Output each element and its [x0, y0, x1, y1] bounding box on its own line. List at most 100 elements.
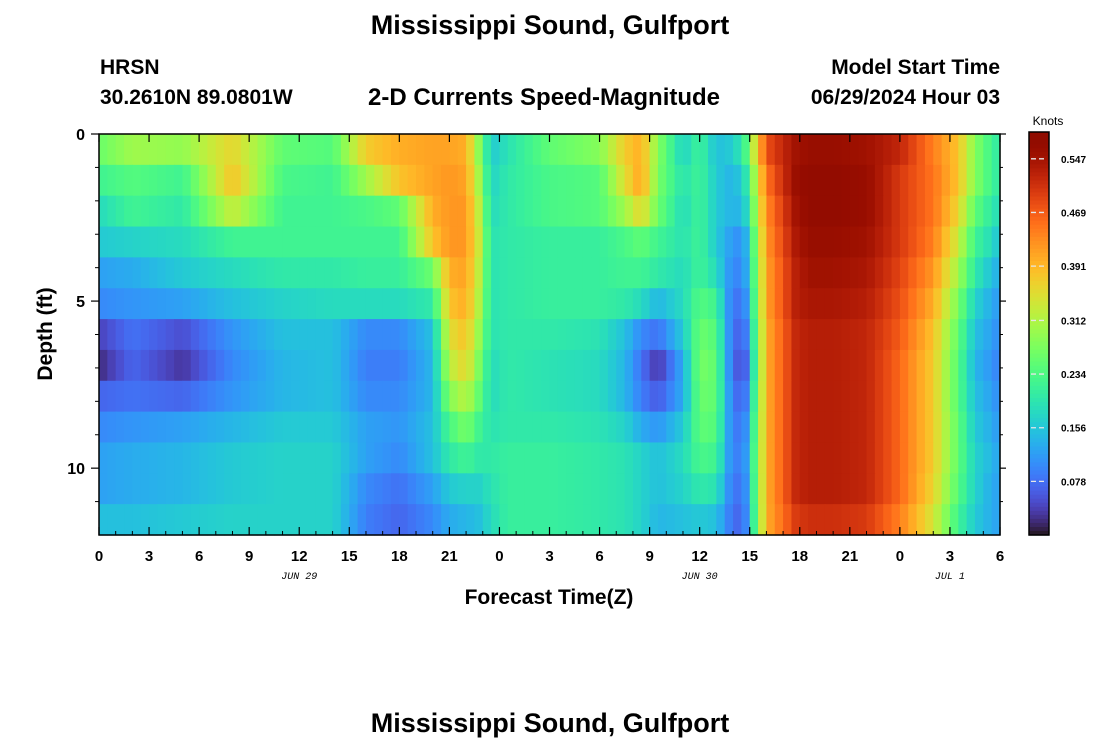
heatmap-cell [332, 134, 342, 166]
heatmap-cell [699, 164, 709, 197]
heatmap-cell [374, 411, 384, 444]
heatmap-cell [107, 288, 117, 320]
heatmap-cell [674, 257, 684, 289]
heatmap-cell [691, 504, 701, 536]
heatmap-cell [591, 257, 601, 289]
heatmap-cell [582, 288, 592, 320]
heatmap-cell [374, 473, 384, 505]
heatmap-cell [582, 380, 592, 413]
heatmap-cell [983, 164, 993, 197]
heatmap-cell [607, 226, 617, 258]
colorbar-segment [1029, 414, 1049, 419]
heatmap-cell [966, 380, 976, 413]
heatmap-cell [749, 380, 759, 413]
heatmap-cell [374, 380, 384, 413]
heatmap-cell [441, 288, 450, 320]
heatmap-cell [524, 442, 534, 474]
heatmap-cell [190, 411, 200, 444]
heatmap-cell [632, 288, 642, 320]
heatmap-cell [441, 473, 450, 505]
heatmap-cell [758, 226, 767, 258]
heatmap-cell [449, 442, 459, 474]
colorbar-segment [1029, 333, 1049, 339]
heatmap-cell [858, 288, 868, 320]
heatmap-cell [541, 226, 551, 258]
heatmap-cell [424, 411, 434, 444]
heatmap-cell [733, 442, 742, 474]
heatmap-cell [632, 164, 642, 197]
heatmap-cell [240, 319, 250, 351]
heatmap-cell [549, 134, 559, 166]
heatmap-cell [199, 411, 209, 444]
heatmap-cell [783, 380, 793, 413]
heatmap-cell [599, 411, 609, 444]
heatmap-cell [766, 319, 776, 351]
colorbar-segment [1029, 264, 1049, 270]
heatmap-cell [466, 473, 476, 505]
heatmap-cell [382, 411, 392, 444]
heatmap-cell [349, 319, 359, 351]
heatmap-cell [349, 411, 359, 444]
heatmap-cell [891, 380, 901, 413]
heatmap-cell [474, 442, 484, 474]
heatmap-cell [799, 411, 809, 444]
heatmap-cell [324, 380, 334, 413]
heatmap-cell [257, 195, 267, 228]
heatmap-cell [991, 473, 1001, 505]
heatmap-cell [708, 164, 717, 197]
heatmap-cell [657, 195, 667, 228]
heatmap-cell [566, 473, 576, 505]
heatmap-cell [340, 195, 350, 228]
heatmap-cell [324, 257, 334, 289]
heatmap-cell [891, 195, 901, 228]
heatmap-cell [574, 134, 584, 166]
heatmap-cell [774, 134, 784, 166]
heatmap-cell [299, 134, 309, 166]
heatmap-cell [949, 164, 959, 197]
heatmap-cell [866, 380, 876, 413]
heatmap-cell [274, 473, 284, 505]
colorbar-segment [1029, 208, 1049, 214]
heatmap-cell [949, 349, 959, 382]
date-label: JUN 29 [281, 572, 317, 583]
heatmap-cell [491, 257, 501, 289]
heatmap-cell [149, 195, 158, 228]
heatmap-cell [591, 504, 601, 536]
heatmap-cell [816, 380, 826, 413]
heatmap-cell [824, 504, 834, 536]
heatmap-cell [482, 288, 492, 320]
heatmap-cell [457, 195, 467, 228]
heatmap-cell [340, 319, 350, 351]
heatmap-cell [232, 288, 242, 320]
heatmap-cell [265, 442, 275, 474]
heatmap-cell [682, 134, 692, 166]
heatmap-cell [983, 195, 993, 228]
heatmap-cell [674, 349, 684, 382]
heatmap-cell [182, 442, 192, 474]
heatmap-cell [716, 442, 726, 474]
heatmap-cell [916, 226, 926, 258]
heatmap-cell [883, 411, 893, 444]
heatmap-cell [716, 504, 726, 536]
heatmap-cell [407, 411, 417, 444]
heatmap-cell [607, 380, 617, 413]
heatmap-cell [899, 442, 909, 474]
heatmap-cell [224, 349, 234, 382]
colorbar-segment [1029, 522, 1049, 528]
heatmap-cell [574, 349, 584, 382]
heatmap-cell [874, 380, 884, 413]
heatmap-cell [491, 473, 501, 505]
heatmap-cell [682, 380, 692, 413]
heatmap-cell [474, 473, 484, 505]
heatmap-cell [274, 349, 284, 382]
heatmap-cell [566, 504, 576, 536]
heatmap-cell [449, 195, 459, 228]
x-tick-label: 0 [495, 548, 503, 565]
heatmap-cell [741, 195, 751, 228]
heatmap-cell [532, 442, 542, 474]
heatmap-cell [207, 195, 217, 228]
y-tick-label: 0 [76, 127, 85, 144]
heatmap-cell [708, 504, 717, 536]
heatmap-cell [958, 349, 968, 382]
heatmap-cell [924, 134, 934, 166]
